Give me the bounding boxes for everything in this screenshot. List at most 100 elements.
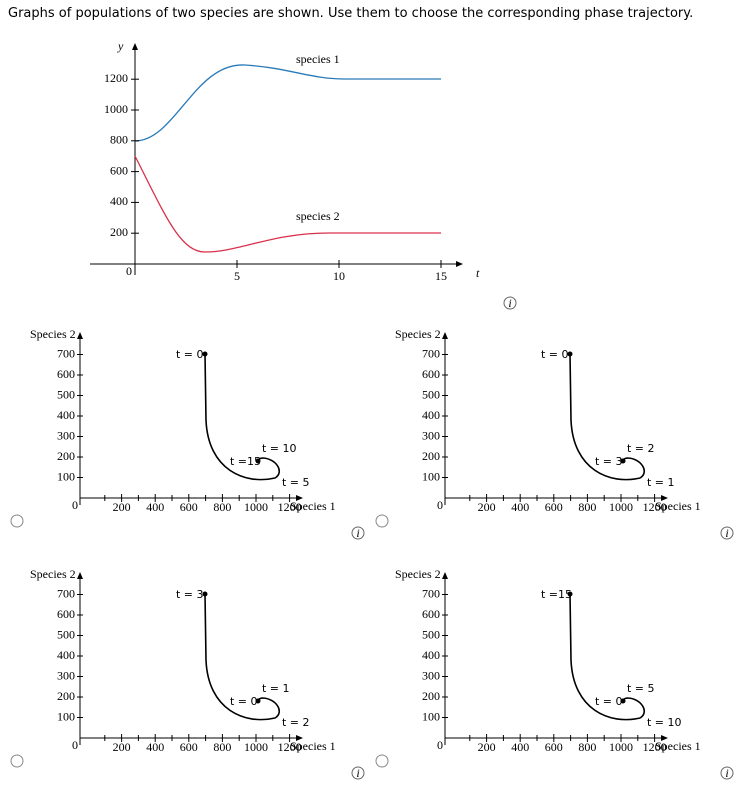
time-label: t = 0 (541, 348, 569, 361)
origin-label: 0 (72, 738, 78, 752)
x-tick-label: 800 (213, 500, 231, 514)
time-label: t = 10 (647, 716, 682, 729)
y-label: Species 2 (30, 327, 76, 341)
y-tick-label: 600 (422, 607, 440, 621)
y-tick-label: 200 (422, 449, 440, 463)
info-icon[interactable]: i (720, 766, 734, 780)
point (202, 351, 208, 357)
x-tick-label: 1200 (278, 740, 302, 754)
time-graph: y t 0 species 1 species 2 200 400 600 800 10… (90, 39, 480, 283)
y-tick-label: 400 (110, 194, 128, 208)
x-tick-label: 400 (146, 740, 164, 754)
x-tick-label: 400 (511, 500, 529, 514)
species-1-curve (134, 64, 441, 142)
info-icon[interactable]: i (503, 296, 517, 310)
x-tick-label: 200 (113, 500, 131, 514)
y-tick-label: 1000 (104, 102, 128, 116)
time-label: t = 0 (230, 695, 258, 708)
y-tick-label: 700 (422, 346, 440, 360)
point (567, 591, 573, 597)
point (255, 698, 261, 704)
radio-button[interactable] (375, 514, 389, 528)
x-tick-label: 800 (578, 500, 596, 514)
time-label: t = 5 (282, 476, 310, 489)
y-label: Species 2 (30, 567, 76, 581)
point (202, 591, 208, 597)
x-tick-label: 1200 (643, 740, 667, 754)
info-icon[interactable]: i (720, 526, 734, 540)
time-label: t = 3 (595, 455, 623, 468)
point (255, 458, 261, 464)
x-tick-label: 600 (545, 740, 563, 754)
radio-button[interactable] (10, 514, 24, 528)
y-tick-label: 700 (57, 586, 75, 600)
x-label: Species 1 (290, 499, 336, 513)
y-tick-label: 600 (57, 607, 75, 621)
radio-button[interactable] (375, 754, 389, 768)
x-label: Species 1 (655, 739, 701, 753)
y-tick-label: 400 (57, 408, 75, 422)
info-circle (720, 526, 734, 540)
info-glyph: i (725, 766, 728, 780)
origin-label: 0 (72, 498, 78, 512)
y-tick-label: 100 (422, 469, 440, 483)
x-tick-label: 400 (146, 500, 164, 514)
y-tick-label: 600 (110, 163, 128, 177)
y-tick-label: 600 (422, 367, 440, 381)
y-tick-label: 200 (57, 689, 75, 703)
y-tick-label: 300 (57, 428, 75, 442)
info-icon[interactable]: i (351, 526, 365, 540)
x-tick-label: 600 (180, 500, 198, 514)
x-tick-label: 1200 (643, 500, 667, 514)
time-label: t = 3 (176, 588, 204, 601)
x-tick-label: 600 (180, 740, 198, 754)
x-tick-label: 400 (511, 740, 529, 754)
time-label: t = 1 (647, 476, 675, 489)
y-tick-label: 700 (422, 586, 440, 600)
curve-label: species 1 (296, 52, 340, 66)
x-tick-label: 5 (234, 269, 240, 283)
x-label: Species 1 (655, 499, 701, 513)
origin-label: 0 (437, 738, 443, 752)
y-tick-label: 100 (57, 709, 75, 723)
y-tick-label: 800 (110, 133, 128, 147)
x-tick-label: 1000 (244, 500, 268, 514)
info-glyph: i (356, 526, 359, 540)
point (620, 698, 626, 704)
y-tick-label: 100 (57, 469, 75, 483)
info-icon[interactable]: i (351, 766, 365, 780)
time-label: t = 2 (282, 716, 310, 729)
x-tick-label: 200 (478, 500, 496, 514)
y-tick-label: 700 (57, 346, 75, 360)
y-tick-label: 200 (422, 689, 440, 703)
origin-label: 0 (126, 264, 132, 278)
y-label: Species 2 (395, 567, 441, 581)
y-tick-label: 600 (57, 367, 75, 381)
y-tick-label: 400 (422, 648, 440, 662)
x-label: t (476, 266, 480, 280)
time-label: t = 0 (176, 348, 204, 361)
y-tick-label: 500 (422, 627, 440, 641)
x-tick-label: 1000 (609, 500, 633, 514)
radio-button[interactable] (10, 754, 24, 768)
x-tick-label: 1200 (278, 500, 302, 514)
y-tick-label: 400 (57, 648, 75, 662)
svg-text:i: i (508, 296, 511, 310)
time-label: t = 1 (262, 682, 290, 695)
x-tick-label: 200 (113, 740, 131, 754)
time-label: t =15 (230, 455, 261, 468)
x-tick-label: 1000 (609, 740, 633, 754)
y-tick-label: 500 (57, 627, 75, 641)
x-tick-label: 800 (578, 740, 596, 754)
curve-label: species 2 (296, 209, 340, 223)
x-label: Species 1 (290, 739, 336, 753)
info-circle (720, 766, 734, 780)
y-tick-label: 100 (422, 709, 440, 723)
info-glyph: i (725, 526, 728, 540)
x-tick-label: 15 (435, 269, 447, 283)
info-circle (351, 526, 365, 540)
time-label: t = 5 (627, 682, 655, 695)
time-label: t = 10 (262, 442, 297, 455)
info-glyph: i (356, 766, 359, 780)
